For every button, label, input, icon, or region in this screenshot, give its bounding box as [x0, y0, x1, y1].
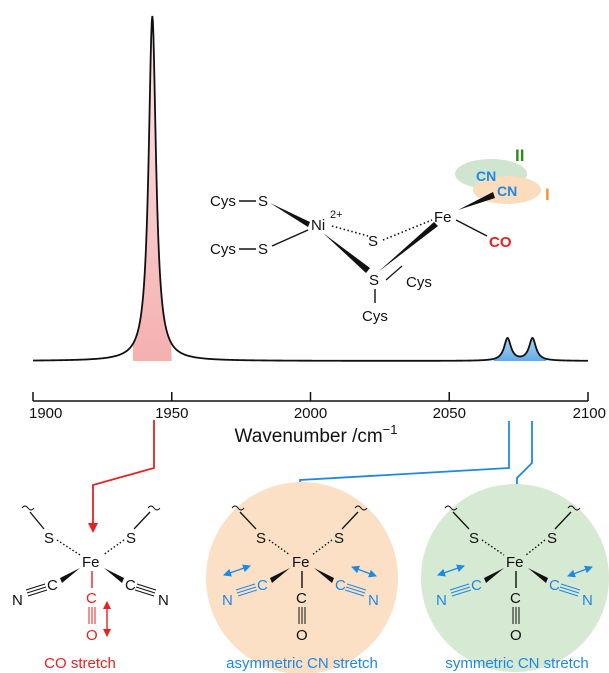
asym-mode-s-right: S: [334, 530, 344, 547]
asym-mode-c-bottom: C: [296, 590, 307, 607]
co-mode-n-right: N: [158, 592, 169, 609]
asym-mode-s-left: S: [256, 530, 266, 547]
sym-cn-stretch-caption: symmetric CN stretch: [445, 655, 588, 672]
x-tick-label: 1950: [155, 405, 188, 422]
sym-mode-c-bottom: C: [510, 590, 521, 607]
active-site-structure: Cys S Ni 2+ Cys S S S Fe Cys Cys CN CN C…: [210, 146, 550, 325]
co-mode-o: O: [86, 627, 98, 644]
sym-mode-background: [421, 484, 609, 672]
x-tick-label: 2000: [294, 405, 327, 422]
co-mode-n-left: N: [12, 592, 23, 609]
sym-mode-s-left: S: [469, 530, 479, 547]
x-tick-label: 2050: [433, 405, 466, 422]
co-peak-fill: [132, 15, 172, 362]
sym-mode-fe: Fe: [506, 554, 524, 571]
asym-mode-c-right: C: [335, 577, 346, 594]
sym-mode-c-left: C: [471, 577, 482, 594]
s-top-left: S: [258, 193, 268, 210]
co-mode-s-right: S: [126, 530, 136, 547]
co-mode-c-bottom: C: [86, 590, 97, 607]
co-mode-s-left: S: [44, 530, 54, 547]
asym-mode-n-left: N: [222, 592, 233, 609]
co-ligand: CO: [489, 234, 512, 251]
co-stretch-caption: CO stretch: [44, 655, 116, 672]
x-axis: 1900 1950 2000 2050 2100 Wavenumber /cm−1: [29, 392, 606, 447]
co-assignment-arrow: [88, 420, 155, 533]
ni-charge: 2+: [330, 209, 343, 221]
co-stretch-mode: S S Fe C N C N C O CO stretch: [12, 505, 169, 672]
x-tick-label: 1900: [29, 405, 62, 422]
sym-mode-o: O: [510, 627, 522, 644]
cys-top-left: Cys: [210, 193, 236, 210]
x-ticks: 1900 1950 2000 2050 2100: [29, 392, 606, 422]
cys-bottom: Cys: [362, 308, 388, 325]
ni-atom: Ni: [311, 217, 325, 234]
cn-ligand-ii: CN: [476, 168, 496, 184]
sym-cn-stretch-mode: S S Fe C N C N C O symmetric CN stretch: [436, 505, 593, 672]
cn-peaks-fill: [493, 337, 547, 361]
co-mode-c-left: C: [47, 577, 58, 594]
s-bridge-bottom: S: [369, 272, 379, 289]
co-mode-fe: Fe: [82, 554, 100, 571]
label-ii: II: [515, 146, 524, 165]
s-bottom-left: S: [258, 241, 268, 258]
x-tick-label: 2100: [573, 405, 606, 422]
s-bridge-top: S: [368, 233, 378, 250]
sym-mode-n-right: N: [582, 592, 593, 609]
sym-mode-s-right: S: [547, 530, 557, 547]
cn-ligand-i: CN: [497, 183, 517, 199]
sym-mode-c-right: C: [549, 577, 560, 594]
asym-mode-c-left: C: [257, 577, 268, 594]
asym-mode-o: O: [296, 627, 308, 644]
cys-bottom-left: Cys: [210, 241, 236, 258]
fe-atom: Fe: [434, 209, 452, 226]
asym-mode-n-right: N: [368, 592, 379, 609]
co-mode-c-right: C: [125, 577, 136, 594]
x-axis-label: Wavenumber /cm−1: [235, 422, 398, 447]
asym-mode-fe: Fe: [292, 554, 310, 571]
label-i: I: [545, 185, 550, 204]
sym-mode-n-left: N: [436, 592, 447, 609]
cys-right: Cys: [406, 274, 432, 291]
asym-cn-stretch-caption: asymmetric CN stretch: [226, 655, 378, 672]
spectrum-plot: [33, 15, 588, 362]
asym-cn-stretch-mode: S S Fe C N C N C O asymmetric CN stretch: [222, 505, 379, 672]
spectrum-line: [33, 15, 588, 362]
